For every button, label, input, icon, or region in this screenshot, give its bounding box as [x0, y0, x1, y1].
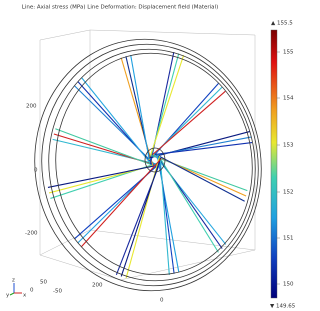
- plot-title: Line: Axial stress (MPa) Line Deformatio…: [22, 5, 218, 11]
- colorbar-tick-label: 152: [283, 190, 294, 196]
- axis-label: 0: [160, 298, 164, 304]
- spoke: [121, 58, 153, 166]
- spoke: [55, 129, 155, 166]
- colorbar-min: ▼ 149.65: [270, 304, 296, 310]
- spoke: [48, 165, 158, 187]
- axis-label: 0: [34, 168, 38, 174]
- axis-label: -200: [25, 231, 38, 237]
- spoke: [151, 155, 247, 190]
- spoke: [131, 55, 150, 163]
- spoke: [126, 156, 159, 278]
- spoke: [121, 158, 160, 277]
- axis-label: 50: [40, 280, 47, 286]
- triad-label: x: [23, 293, 27, 299]
- colorbar-tick-label: 150: [283, 282, 294, 288]
- screenshot: Line: Axial stress (MPa) Line Deformatio…: [0, 0, 296, 311]
- colorbar-tick-label: 155: [283, 50, 294, 56]
- colorbar-tick-label: 154: [283, 96, 294, 102]
- colorbar: [271, 30, 277, 298]
- triad-label: z: [12, 278, 15, 284]
- wheel-rim: [19, 24, 278, 305]
- spoke: [149, 55, 184, 160]
- axis-label: 0: [30, 288, 34, 294]
- bounding-box: [40, 30, 255, 280]
- plot: Line: Axial stress (MPa) Line Deformatio…: [0, 0, 296, 311]
- triad-label: y: [6, 293, 10, 299]
- axis-triad: [10, 283, 22, 295]
- spoke: [155, 154, 245, 201]
- colorbar-tick-label: 151: [283, 236, 294, 242]
- axis-label: -50: [53, 289, 62, 295]
- axis-label: 200: [92, 283, 103, 289]
- colorbar-tick-label: 153: [283, 143, 294, 149]
- colorbar-max: ▲ 155.5: [271, 21, 293, 27]
- axis-label: 200: [26, 104, 37, 110]
